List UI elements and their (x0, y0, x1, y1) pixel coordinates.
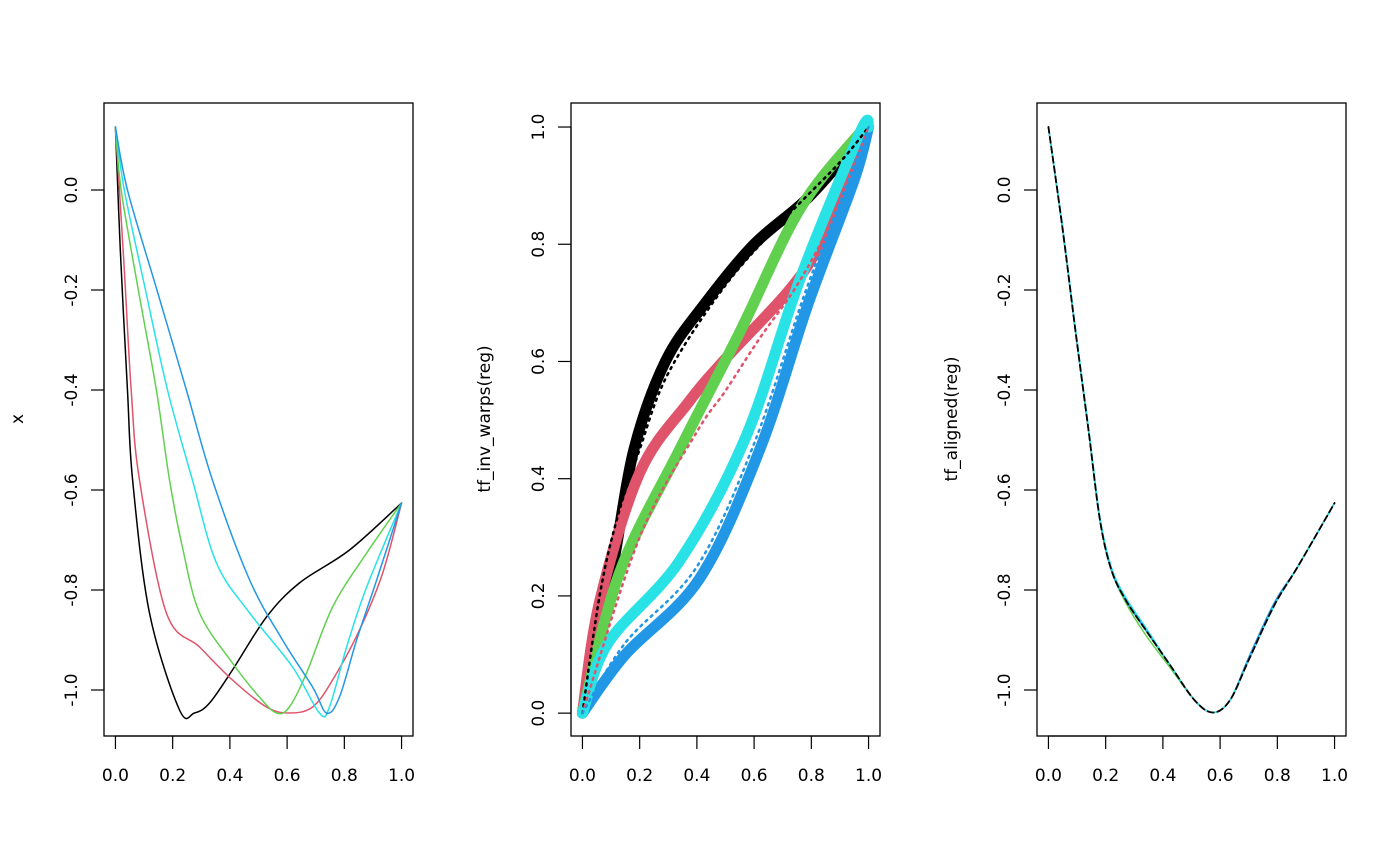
panel-1-axes: 0.0 0.2 0.4 0.6 0.8 1.0 0.0 -0.2 -0.4 -0.6 -0.8 -1.… (62, 176, 415, 786)
series-aligned-2 (1047, 126, 1336, 714)
series-true-warp-1 (581, 125, 870, 715)
y-tick-label: -1.0 (62, 673, 82, 706)
y-tick-label: 1.0 (529, 114, 549, 141)
series-warp-4 (576, 114, 875, 719)
panel-2-ylabel: tf_inv_warps(reg) (475, 345, 495, 492)
x-tick-label: 0.6 (274, 766, 301, 786)
y-tick-label: -0.6 (995, 473, 1015, 506)
panel-1: 0.0 0.2 0.4 0.6 0.8 1.0 0.0 -0.2 -0.4 -0.6 -0.8 -1.… (8, 102, 415, 786)
y-tick-label: -0.8 (62, 573, 82, 606)
x-tick-label: 0.4 (1149, 766, 1176, 786)
x-tick-label: 0.0 (1035, 766, 1062, 786)
series-warp-5 (576, 121, 875, 719)
panel-2-axes: 0.0 0.2 0.4 0.6 0.8 1.0 0.0 0.2 0.4 0.6 0.8 1.0 (529, 114, 882, 786)
x-tick-label: 1.0 (855, 766, 882, 786)
panel-1-frame (103, 102, 414, 737)
series-template (1047, 126, 1336, 714)
y-tick-label: -0.2 (995, 273, 1015, 306)
x-tick-label: 0.8 (331, 766, 358, 786)
x-tick-label: 0.2 (1092, 766, 1119, 786)
y-tick-label: -0.8 (995, 573, 1015, 606)
panel-1-curves (114, 126, 403, 720)
series-curve-1 (114, 126, 403, 720)
y-tick-label: -0.4 (62, 373, 82, 406)
y-tick-label: 0.4 (529, 465, 549, 492)
x-tick-label: 0.0 (102, 766, 129, 786)
x-tick-label: 1.0 (388, 766, 415, 786)
series-aligned-4 (1047, 126, 1336, 714)
panel-3-frame (1036, 102, 1347, 737)
series-aligned-1 (1047, 126, 1336, 714)
x-tick-label: 0.2 (159, 766, 186, 786)
x-tick-label: 0.4 (683, 766, 710, 786)
series-true-warp-2 (581, 125, 870, 715)
x-tick-label: 0.6 (741, 766, 768, 786)
panel-3-curves (1047, 126, 1336, 714)
y-tick-label: 0.8 (529, 231, 549, 258)
y-tick-label: -0.2 (62, 273, 82, 306)
y-tick-label: 0.0 (995, 176, 1015, 203)
series-curve-5 (114, 126, 403, 715)
y-tick-label: -0.4 (995, 373, 1015, 406)
panel-3-ylabel: tf_aligned(reg) (942, 357, 962, 482)
y-tick-label: 0.6 (529, 348, 549, 375)
x-tick-label: 0.8 (798, 766, 825, 786)
series-curve-4 (114, 126, 403, 718)
y-tick-label: 0.0 (529, 700, 549, 727)
y-tick-label: -0.6 (62, 473, 82, 506)
y-tick-label: 0.0 (62, 176, 82, 203)
x-tick-label: 0.6 (1207, 766, 1234, 786)
panel-2-curves (576, 114, 875, 719)
x-tick-label: 1.0 (1321, 766, 1348, 786)
series-aligned-3 (1047, 126, 1336, 714)
series-aligned-5 (1047, 126, 1336, 714)
panel-1-ylabel: x (8, 414, 28, 424)
series-curve-2 (114, 126, 403, 714)
y-tick-label: 0.2 (529, 582, 549, 609)
x-tick-label: 0.2 (626, 766, 653, 786)
panel-2: 0.0 0.2 0.4 0.6 0.8 1.0 0.0 0.2 0.4 0.6 0.8 1.0 tf_… (475, 102, 882, 786)
series-true-warp-4 (581, 125, 870, 715)
panel-3: 0.0 0.2 0.4 0.6 0.8 1.0 0.0 -0.2 -0.4 -0.6 -0.8 -1.… (942, 102, 1348, 786)
series-curve-3 (114, 126, 403, 715)
panel-3-axes: 0.0 0.2 0.4 0.6 0.8 1.0 0.0 -0.2 -0.4 -0.6 -0.8 -1.… (995, 176, 1348, 786)
x-tick-label: 0.0 (569, 766, 596, 786)
x-tick-label: 0.8 (1264, 766, 1291, 786)
x-tick-label: 0.4 (216, 766, 243, 786)
y-tick-label: -1.0 (995, 673, 1015, 706)
